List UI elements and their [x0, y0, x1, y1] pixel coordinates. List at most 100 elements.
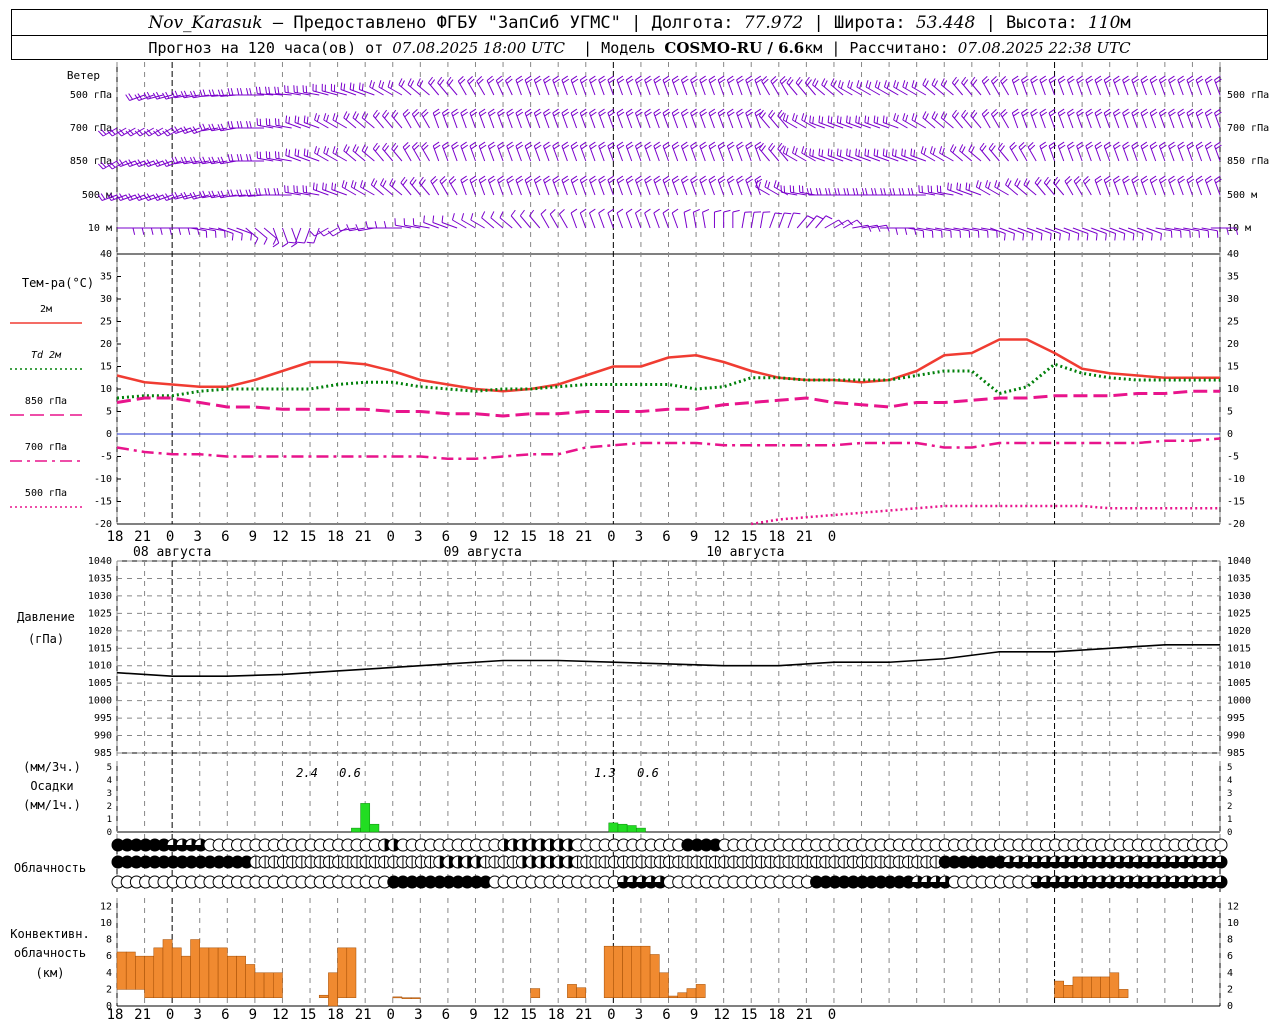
cloud-icon	[1150, 875, 1164, 889]
precip-tick-right: 2	[1227, 802, 1232, 812]
wind-barb-feather	[443, 144, 450, 150]
wind-barb-shaft	[625, 212, 633, 229]
wind-barb-shaft	[294, 191, 311, 196]
wind-barb-feather	[806, 79, 812, 86]
wind-barb	[421, 141, 430, 162]
wind-barb	[217, 227, 234, 241]
wind-barb-feather	[489, 111, 496, 117]
wind-barb-feather	[874, 80, 878, 88]
wind-barb-feather	[663, 144, 671, 150]
wind-barb	[985, 180, 1000, 196]
wind-barb-feather	[448, 175, 455, 182]
wind-barb	[717, 108, 726, 129]
wind-barb-shaft	[1100, 227, 1116, 234]
conv-bar	[116, 951, 127, 990]
wind-barb	[1168, 141, 1176, 162]
time-axis-bottom-tick-label: 6	[662, 1007, 670, 1023]
wind-barb-shaft	[481, 217, 495, 229]
wind-barb	[570, 175, 579, 196]
wind-barb	[717, 75, 726, 96]
wind-barb	[1214, 175, 1222, 196]
cloud-icon	[1003, 855, 1017, 869]
wind-barb-feather	[411, 179, 417, 186]
wind-barb	[607, 75, 616, 96]
wind-barb	[451, 213, 467, 229]
cloud-icon	[249, 855, 263, 869]
wind-barb-feather	[699, 141, 706, 147]
station-name: Nov_Karasuk	[148, 12, 263, 33]
wind-barb-feather	[671, 175, 679, 181]
wind-barb-shaft	[1011, 112, 1019, 129]
wind-barb-shaft	[524, 112, 532, 129]
wind-barb-shaft	[254, 227, 268, 239]
pressure-tick-right: 1015	[1227, 643, 1251, 654]
wind-barb-shaft	[607, 212, 614, 229]
wind-barb-feather	[571, 144, 579, 150]
wind-barb-feather	[1059, 144, 1066, 150]
wind-barb-feather	[230, 154, 234, 162]
wind-barb-feather	[400, 80, 405, 87]
wind-barb	[505, 75, 513, 96]
temp-tick-right: 35	[1227, 272, 1239, 283]
cloud-mostly	[1095, 856, 1108, 868]
wind-barb-shaft	[1057, 79, 1065, 96]
wind-barb-shaft	[928, 191, 945, 196]
cloud-icon	[1021, 855, 1035, 869]
conv-tick-left: 0	[106, 1001, 112, 1012]
wind-barb-shaft	[352, 117, 366, 129]
wind-barb-feather	[1057, 108, 1065, 114]
wind-barb-shaft	[217, 227, 234, 234]
wind-barb-feather	[570, 141, 578, 147]
wind-barb	[236, 88, 255, 96]
wind-barb-shaft	[543, 179, 550, 196]
wind-barb-feather	[764, 180, 768, 188]
wind-barb-feather	[452, 111, 459, 117]
wind-barb-feather	[1049, 111, 1057, 117]
wind-barb-shaft	[257, 157, 274, 162]
wind-barb-feather	[202, 190, 206, 198]
wind-barb-shaft	[821, 84, 835, 96]
wind-barb-feather	[469, 141, 477, 147]
wind-barb-feather	[728, 144, 735, 150]
wind-barb-feather	[846, 188, 850, 196]
wind-barb-shaft	[193, 160, 210, 165]
wind-barb-feather	[1105, 233, 1107, 241]
wind-barb-feather	[230, 88, 234, 96]
wind-barb-shaft	[741, 212, 746, 229]
wind-barb-shaft	[303, 91, 320, 96]
wind-barb-feather	[468, 78, 475, 85]
wind-barb-feather	[499, 211, 504, 218]
wind-barb-shaft	[351, 186, 366, 196]
wind-barb-feather	[562, 144, 570, 150]
wind-barb	[245, 154, 265, 162]
wind-barb-feather	[174, 126, 179, 133]
wind-barb-feather	[570, 108, 578, 114]
wind-barb-feather	[134, 94, 140, 101]
wind-barb-shaft	[690, 79, 697, 96]
wind-barb	[460, 141, 469, 162]
wind-barb	[143, 127, 164, 137]
wind-barb	[907, 227, 925, 238]
wind-barb-shaft	[1021, 79, 1028, 96]
wind-barb-feather	[100, 128, 107, 135]
wind-barb-feather	[981, 75, 988, 82]
wind-barb-feather	[699, 108, 706, 114]
wind-barb-shaft	[1030, 79, 1037, 96]
wind-barb-feather	[1122, 108, 1129, 114]
wind-barb	[671, 175, 680, 196]
cloud-icon	[1214, 875, 1228, 889]
wind-barb-feather	[239, 154, 243, 162]
wind-barb-feather	[784, 212, 792, 215]
wind-barb-shaft	[883, 122, 899, 129]
wind-barb	[726, 108, 735, 129]
wind-barb-shaft	[838, 86, 853, 96]
wind-barb-shaft	[369, 86, 384, 96]
wind-barb	[821, 78, 835, 96]
wind-barb-feather	[217, 191, 222, 198]
wind-barb-feather	[119, 193, 124, 200]
wind-barb	[778, 212, 792, 229]
wind-barb	[372, 109, 384, 129]
wind-barb	[288, 227, 302, 244]
wind-barb-shaft	[402, 146, 412, 162]
header-row-station: Nov_Karasuk – Предоставлено ФГБУ "ЗапСиб…	[12, 10, 1267, 36]
